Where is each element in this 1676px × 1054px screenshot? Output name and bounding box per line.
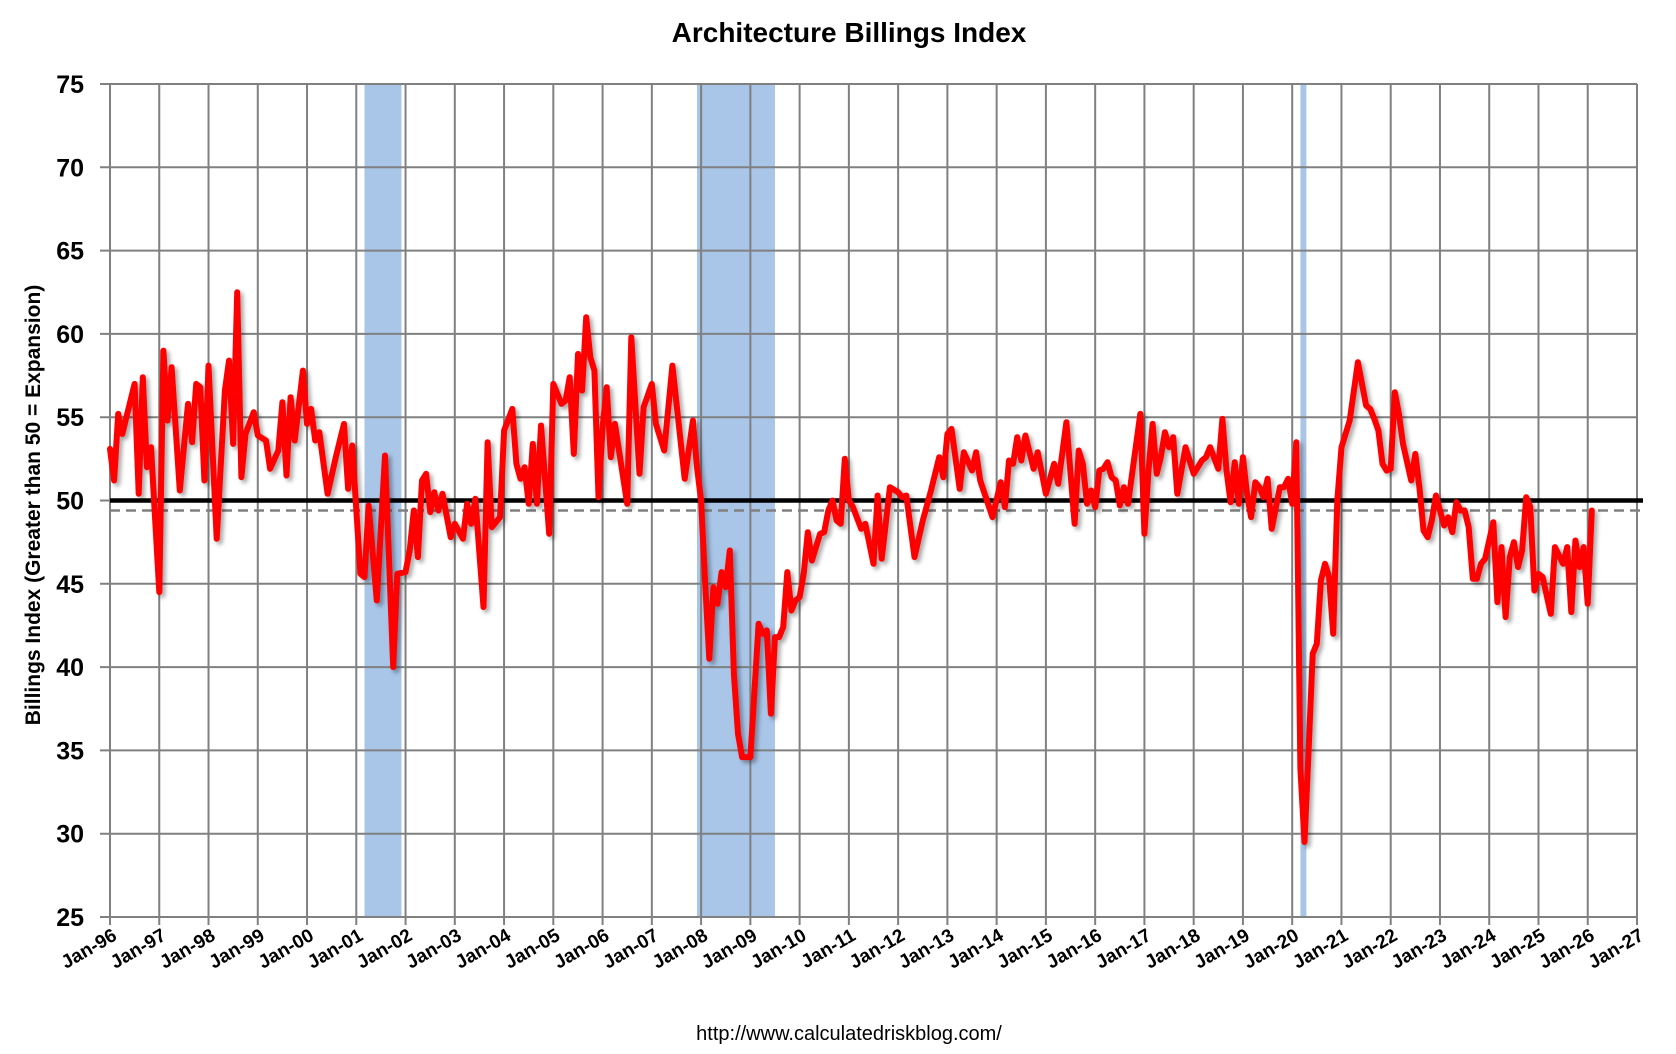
- x-tick-label: Jan-08: [649, 925, 712, 973]
- x-tick-label: Jan-02: [353, 925, 416, 973]
- x-tick-label: Jan-16: [1043, 925, 1106, 973]
- y-tick-label: 65: [56, 238, 84, 266]
- series-line-group: [107, 289, 1595, 845]
- x-tick-label: Jan-26: [1536, 925, 1599, 973]
- x-tick-label: Jan-21: [1289, 925, 1352, 974]
- y-tick-label: 50: [56, 488, 84, 516]
- x-tick-label: Jan-96: [58, 925, 121, 973]
- y-axis-label: Billings Index (Greater than 50 = Expans…: [22, 285, 45, 726]
- x-tick-label: Jan-27: [1585, 925, 1648, 973]
- source-url: http://www.calculatedriskblog.com/: [696, 1023, 1002, 1045]
- x-tick-label: Jan-11: [798, 925, 860, 973]
- x-tick-label: Jan-04: [452, 925, 515, 974]
- x-tick-label: Jan-24: [1437, 925, 1500, 974]
- x-tick-label: Jan-07: [600, 925, 663, 973]
- x-tick-label: Jan-03: [403, 925, 466, 973]
- x-tick-label: Jan-05: [501, 925, 564, 974]
- y-tick-labels: 75 70 65 60 55 50 45 40 35 30 25: [56, 71, 84, 932]
- x-tick-label: Jan-09: [698, 925, 761, 973]
- y-tick-label: 45: [56, 571, 84, 599]
- x-tick-label: Jan-17: [1092, 925, 1155, 973]
- x-tick-label: Jan-00: [255, 925, 318, 973]
- x-tick-label: Jan-98: [156, 925, 219, 973]
- x-tick-label: Jan-25: [1486, 925, 1549, 974]
- x-tick-label: Jan-12: [846, 925, 909, 973]
- y-tick-label: 55: [56, 404, 84, 432]
- x-tick-label: Jan-15: [994, 925, 1057, 974]
- x-tick-label: Jan-01: [304, 925, 367, 974]
- x-tick-label: Jan-10: [747, 925, 810, 973]
- y-tick-label: 75: [56, 71, 84, 99]
- x-tick-label: Jan-19: [1191, 925, 1254, 973]
- x-tick-label: Jan-23: [1388, 925, 1451, 973]
- x-tick-label: Jan-06: [550, 925, 613, 973]
- x-tick-label: Jan-99: [206, 925, 269, 973]
- chart-title: Architecture Billings Index: [672, 17, 1027, 48]
- y-tick-label: 40: [56, 654, 84, 682]
- y-tick-label: 30: [56, 821, 84, 849]
- gridlines: [100, 83, 1638, 925]
- y-tick-label: 25: [56, 904, 84, 932]
- x-tick-labels: Jan-96Jan-97Jan-98Jan-99Jan-00Jan-01Jan-…: [58, 925, 1648, 974]
- x-tick-label: Jan-18: [1142, 925, 1205, 973]
- y-tick-label: 70: [56, 154, 84, 182]
- x-tick-label: Jan-22: [1339, 925, 1402, 973]
- y-tick-label: 60: [56, 321, 84, 349]
- x-tick-label: Jan-13: [895, 925, 958, 973]
- abi-series-line: [107, 289, 1595, 845]
- x-tick-label: Jan-14: [945, 925, 1008, 974]
- x-tick-label: Jan-97: [107, 925, 170, 973]
- x-tick-label: Jan-20: [1240, 925, 1303, 973]
- y-tick-label: 35: [56, 737, 84, 765]
